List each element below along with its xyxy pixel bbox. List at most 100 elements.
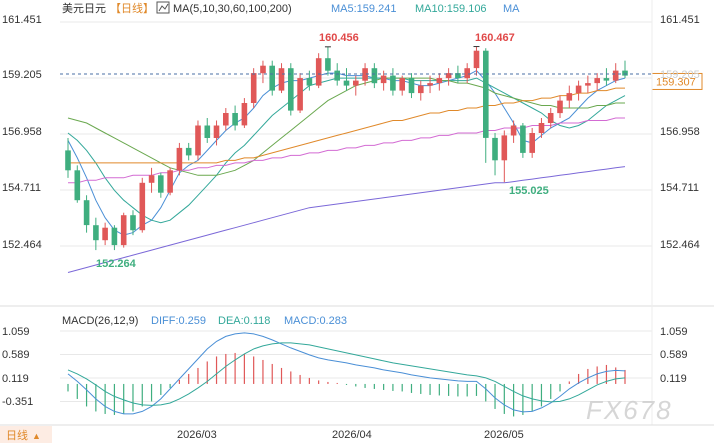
candle — [158, 172, 164, 198]
candle — [483, 48, 489, 163]
candle-body — [102, 227, 108, 241]
macd-tick: 0.589 — [2, 349, 30, 361]
candle-body — [483, 50, 489, 138]
price-tick-right: 159.205 — [660, 69, 700, 81]
candle — [371, 63, 378, 89]
macd-tick: 0.119 — [2, 373, 29, 385]
candle-body — [148, 175, 155, 183]
price-tick: 161.451 — [2, 14, 42, 26]
candle-body — [399, 78, 405, 91]
ma-line-ma60 — [68, 87, 625, 164]
ma-line-ma100 — [68, 117, 625, 184]
candle-body — [167, 170, 173, 193]
candle — [260, 60, 266, 84]
candle — [250, 68, 257, 109]
candle — [325, 46, 331, 76]
ma-params-label[interactable]: MA(5,10,30,60,100,200) — [173, 3, 292, 15]
period-switch-label[interactable]: 日线 — [6, 428, 28, 442]
candle — [547, 108, 554, 128]
candle-body — [594, 78, 600, 84]
candle-body — [390, 75, 396, 91]
ma-more: MA — [503, 3, 520, 15]
candle — [148, 167, 155, 193]
indicator-icon[interactable] — [156, 1, 170, 14]
candle-body — [510, 125, 517, 136]
price-tick: 159.205 — [2, 69, 42, 81]
candle-body — [83, 200, 90, 226]
candle — [83, 195, 90, 233]
date-label: 2026/05 — [484, 429, 524, 441]
candle-body — [260, 65, 266, 74]
macd-axis-right: 1.059 0.589 0.119 — [660, 326, 688, 385]
candle-body — [427, 83, 433, 86]
candle — [436, 73, 443, 91]
period-switch-arrow-icon[interactable]: ▲ — [32, 431, 41, 441]
ma-line-ma10 — [67, 77, 626, 224]
candle — [418, 80, 424, 101]
macd-label[interactable]: MACD(26,12,9) — [62, 315, 138, 327]
candlesticks — [65, 46, 628, 251]
candle-body — [204, 125, 211, 138]
candle — [139, 177, 146, 233]
candle-body — [353, 80, 359, 86]
macd-panel — [67, 332, 626, 417]
macd-line-dea — [67, 342, 626, 406]
price-axis-right: 161.451 159.205 156.958 154.711 152.464 — [660, 14, 700, 251]
price-axis-left: 161.451 159.205 156.958 154.711 152.464 — [2, 14, 42, 251]
candle-body — [158, 175, 164, 193]
candle — [538, 118, 545, 138]
candle — [306, 70, 313, 91]
candle — [510, 120, 517, 143]
candle — [74, 165, 81, 203]
candle — [213, 120, 220, 146]
candle-body — [213, 125, 220, 138]
candle-body — [315, 58, 322, 86]
candle — [492, 132, 498, 176]
date-label: 2026/04 — [332, 429, 372, 441]
candle-body — [250, 73, 257, 103]
candle-body — [473, 50, 480, 69]
candle — [278, 63, 285, 94]
candle-body — [269, 65, 275, 91]
candle-body — [464, 68, 470, 79]
candle — [390, 68, 396, 96]
candle — [204, 118, 211, 143]
candle-body — [575, 85, 582, 94]
candle-body — [223, 113, 229, 126]
candle — [167, 167, 173, 196]
period-label[interactable]: 【日线】 — [110, 1, 154, 15]
macd-tick: -0.351 — [2, 396, 33, 408]
candle-body — [436, 78, 443, 84]
candle — [622, 60, 628, 79]
price-tick-right: 152.464 — [660, 239, 700, 251]
candle — [185, 142, 192, 161]
candle — [102, 222, 108, 246]
candle-body — [111, 227, 118, 246]
candle-body — [520, 125, 526, 153]
candle — [343, 68, 350, 91]
candle-body — [139, 182, 146, 231]
candle — [241, 98, 248, 128]
candle — [176, 142, 183, 176]
low-annotation-1: 152.264 — [96, 258, 137, 270]
candle-body — [371, 68, 378, 84]
candle-body — [185, 147, 192, 156]
period-switch-tab[interactable] — [0, 426, 52, 443]
candle — [315, 53, 322, 89]
candle-body — [612, 70, 619, 81]
macd-tick: 1.059 — [2, 326, 30, 338]
candle-body — [362, 68, 368, 81]
candle — [473, 46, 480, 76]
candle — [603, 68, 610, 86]
candle — [120, 212, 127, 248]
candle-body — [288, 68, 294, 111]
candle — [464, 63, 470, 84]
candle — [566, 85, 573, 109]
ma-line-ma5 — [67, 69, 626, 236]
macd-line-diff — [67, 332, 626, 415]
candle — [520, 122, 526, 158]
candle-body — [325, 58, 331, 71]
price-tick-right: 161.451 — [660, 14, 700, 26]
high-annotation-1: 160.456 — [319, 32, 359, 44]
